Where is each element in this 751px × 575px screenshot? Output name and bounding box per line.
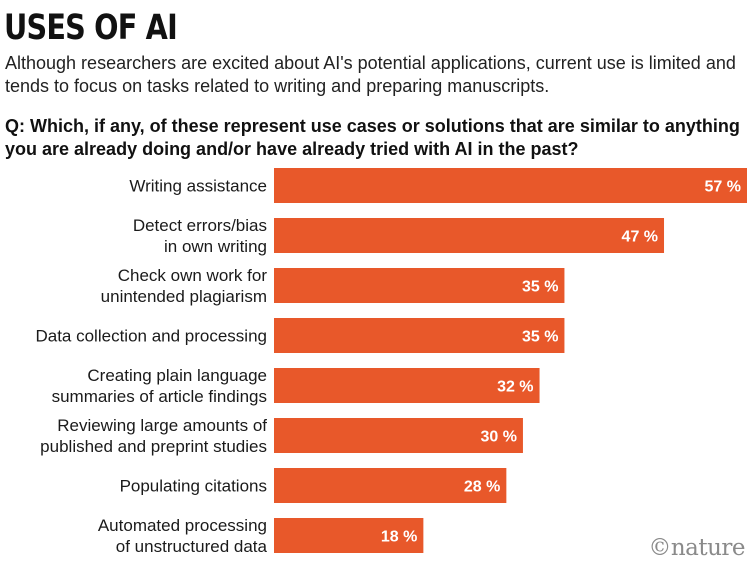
bar-value-label: 35 %	[522, 279, 558, 296]
bar-value-label: 47 %	[622, 229, 658, 246]
nature-credit: ©nature	[648, 535, 745, 561]
bar	[274, 218, 665, 253]
question: Q: Which, if any, of these represent use…	[5, 116, 740, 159]
category-label: Check own work for unintended plagiarism	[101, 266, 268, 306]
bar-value-label: 32 %	[497, 379, 533, 396]
category-label: Creating plain language summaries of arti…	[52, 366, 267, 406]
title: USES OF AI	[4, 8, 178, 48]
category-label: Writing assistance	[129, 177, 267, 196]
category-label: Detect errors/bias in own writing	[133, 216, 267, 256]
category-label: Data collection and processing	[35, 327, 267, 346]
bar-value-label: 30 %	[480, 429, 516, 446]
category-label: Populating citations	[120, 477, 267, 496]
bar-value-label: 57 %	[705, 179, 741, 196]
category-label: Reviewing large amounts of published and …	[40, 416, 267, 456]
bar	[274, 468, 507, 503]
bar	[274, 168, 747, 203]
bar	[274, 518, 424, 553]
bar-value-label: 28 %	[464, 479, 500, 496]
bar-value-label: 18 %	[381, 529, 417, 546]
bar	[274, 318, 565, 353]
category-label: Automated processing of unstructured data	[98, 516, 268, 556]
bar-value-label: 35 %	[522, 329, 558, 346]
subtitle: Although researchers are excited about A…	[5, 53, 736, 96]
bar	[274, 368, 540, 403]
bar	[274, 268, 565, 303]
bar	[274, 418, 523, 453]
